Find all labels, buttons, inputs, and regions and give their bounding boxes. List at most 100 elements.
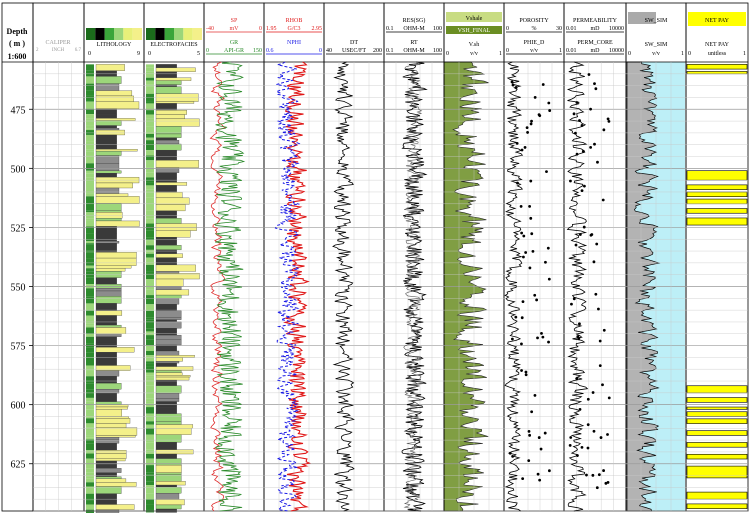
core-perm-point: [569, 179, 572, 183]
facies-code-cell: [86, 134, 94, 142]
facies-code-cell: [146, 339, 154, 346]
facies-code-cell: [146, 370, 154, 373]
core-perm-point: [590, 233, 594, 236]
facies-bed: [155, 393, 180, 400]
net-pay-interval: [686, 418, 748, 424]
facies-bed: [95, 170, 122, 174]
facies-code-cell: [146, 253, 154, 258]
perm-core-name: PERM_CORE: [577, 40, 613, 46]
facies-code-cell: [86, 393, 94, 398]
nphi-min: 0.6: [266, 48, 274, 54]
facies-code-cell: [146, 407, 154, 414]
facies-code-cell: [86, 486, 94, 494]
facies-scale-left: 0: [148, 51, 151, 57]
core-perm-point: [578, 233, 582, 236]
depth-tick-label: 575: [11, 342, 26, 353]
facies-bed: [95, 458, 126, 462]
facies-code-cell: [86, 244, 94, 253]
core-porosity-point: [520, 369, 523, 372]
facies-scale-right: 9: [137, 51, 140, 57]
facies-bed: [95, 76, 122, 84]
facies-bed: [155, 398, 180, 402]
vsh-final-name: VSH_FINAL: [458, 28, 491, 34]
core-porosity-point: [528, 204, 532, 208]
facies-bed: [95, 347, 135, 353]
facies-code-cell: [86, 327, 94, 334]
core-porosity-point: [524, 370, 528, 374]
facies-code-cell: [146, 393, 154, 399]
facies-code-cell: [86, 303, 94, 311]
facies-code-cell: [146, 279, 154, 287]
facies-bed: [155, 245, 182, 251]
facies-code-cell: [86, 163, 94, 171]
facies-bed: [155, 114, 185, 120]
facies-bed: [155, 230, 191, 238]
facies-bed: [95, 327, 127, 335]
core-porosity-point: [541, 335, 545, 339]
facies-code-cell: [146, 372, 154, 376]
perm-core-unit: mD: [591, 48, 601, 54]
core-perm-point: [604, 481, 608, 485]
facies-code-cell: [86, 383, 94, 390]
sp-name: SP: [231, 18, 238, 24]
facies-code-cell: [146, 182, 154, 186]
facies-bed: [95, 95, 134, 102]
core-perm-point: [601, 383, 604, 387]
rt-curve: [403, 61, 423, 512]
facies-code-cell: [86, 427, 94, 436]
core-perm-point: [607, 120, 611, 123]
facies-bed: [95, 141, 117, 150]
facies-bed: [155, 64, 177, 69]
core-perm-point: [599, 436, 603, 439]
facies-bed: [95, 173, 117, 178]
facies-code-cell: [146, 398, 154, 402]
facies-code-cell: [86, 423, 94, 428]
facies-bed: [155, 204, 186, 212]
facies-code-cell: [146, 251, 154, 254]
phie-name: PHIE_D: [524, 40, 545, 46]
sp-max: 0: [259, 26, 262, 32]
facies-bed: [95, 323, 117, 326]
core-perm-point: [581, 149, 585, 153]
facies-bed: [155, 484, 177, 488]
perm-unit: mD: [591, 26, 601, 32]
facies-code-cell: [146, 218, 154, 224]
facies-bed: [95, 376, 117, 384]
facies-bed: [155, 118, 200, 127]
facies-code-cell: [146, 424, 154, 429]
facies-code-cell: [86, 357, 94, 366]
facies-bed: [155, 80, 182, 85]
facies-code-cell: [146, 185, 154, 190]
facies-code-cell: [146, 249, 154, 252]
core-perm-point: [592, 429, 596, 433]
core-perm-point: [606, 481, 610, 484]
facies-code-cell: [86, 370, 94, 377]
facies-code-cell: [86, 310, 94, 316]
core-porosity-point: [523, 146, 527, 149]
facies-code-cell: [86, 243, 94, 245]
facies-code-cell: [86, 90, 94, 96]
sw-name: SW_SIM: [645, 18, 668, 24]
facies-bed: [95, 443, 117, 451]
facies-code-cell: [146, 331, 154, 336]
facies-code-cell: [146, 485, 154, 488]
facies-bed: [155, 218, 182, 224]
facies-bed: [155, 101, 195, 104]
facies-code-cell: [146, 351, 154, 356]
facies-bed: [95, 125, 117, 129]
facies-code-cell: [146, 103, 154, 111]
core-porosity-point: [524, 373, 528, 377]
net-pay-interval: [686, 491, 748, 500]
sp-curve: [209, 61, 227, 512]
facies-code-cell: [86, 141, 94, 150]
facies-bed: [95, 101, 140, 109]
netpay-unit: unitless: [708, 51, 727, 57]
facies-bed: [155, 481, 186, 486]
vsh-min: 0: [446, 51, 449, 57]
facies-bed: [155, 375, 191, 378]
facies-code-cell: [86, 458, 94, 461]
facies-bed: [155, 143, 182, 151]
facies-bed: [155, 334, 182, 340]
facies-bed: [155, 504, 182, 510]
facies-bed: [95, 268, 126, 272]
